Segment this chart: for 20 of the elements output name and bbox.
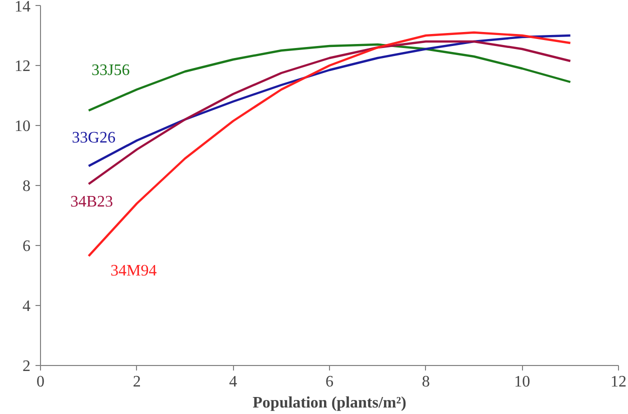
series-label: 33J56 xyxy=(92,62,130,79)
y-tick-label: 12 xyxy=(14,58,30,75)
x-tick-label: 10 xyxy=(514,374,530,390)
y-tick-label: 14 xyxy=(14,0,30,16)
series-label: 34B23 xyxy=(70,194,114,210)
x-tick-label: 6 xyxy=(326,374,334,390)
x-tick-label: 12 xyxy=(610,374,626,390)
y-tick-label: 2 xyxy=(22,358,30,375)
y-tick-label: 6 xyxy=(22,238,30,255)
line-series xyxy=(88,43,572,112)
x-tick-label: 4 xyxy=(229,374,238,390)
y-tick-label: 4 xyxy=(22,298,30,315)
y-tick-label: 8 xyxy=(22,178,30,195)
x-tick-label: 8 xyxy=(422,374,430,390)
series-label: 34M94 xyxy=(110,262,157,280)
series-label: 33G26 xyxy=(72,130,116,146)
x-tick-label: 0 xyxy=(36,374,44,390)
y-tick-label: 10 xyxy=(14,118,30,135)
x-axis-title: Population (plants/m²) xyxy=(252,394,406,412)
x-tick-label: 2 xyxy=(132,374,141,390)
